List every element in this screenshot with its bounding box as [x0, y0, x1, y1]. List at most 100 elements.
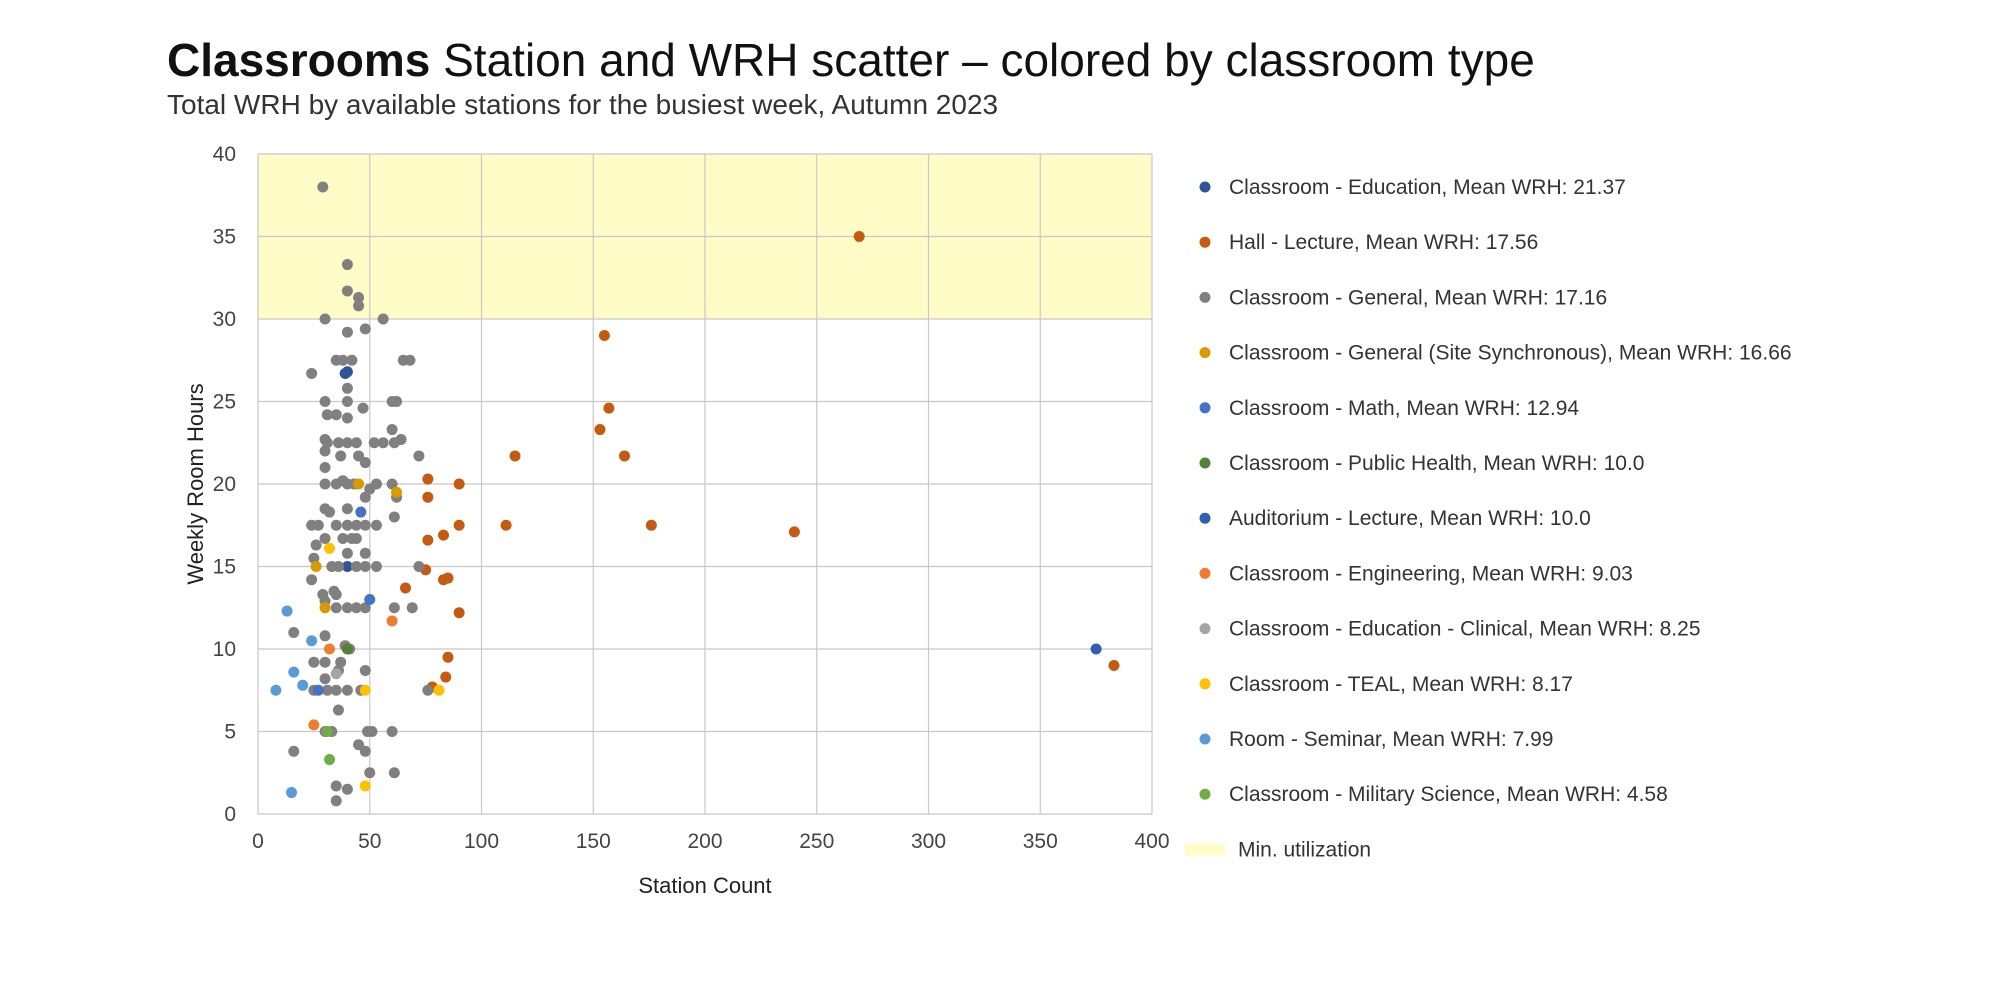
data-point [332, 704, 344, 716]
data-point [359, 457, 371, 469]
legend-marker [1199, 678, 1211, 690]
data-point [319, 532, 331, 544]
data-point [442, 572, 454, 584]
chart-subtitle: Total WRH by available stations for the … [167, 89, 999, 120]
data-point [341, 437, 353, 449]
data-point [332, 437, 344, 449]
data-point [359, 547, 371, 559]
data-point [319, 478, 331, 490]
data-point [788, 526, 800, 538]
data-point [337, 532, 349, 544]
data-point [619, 450, 631, 462]
data-point [359, 745, 371, 757]
legend-band-label: Min. utilization [1238, 838, 1371, 861]
data-point [442, 651, 454, 663]
data-point [645, 519, 657, 531]
data-point [288, 627, 300, 638]
data-point [341, 285, 353, 297]
data-point [324, 643, 336, 655]
data-point [341, 684, 353, 696]
point-layer [270, 181, 1120, 807]
legend-marker [1199, 733, 1211, 745]
data-point [377, 437, 389, 449]
data-point [306, 574, 318, 586]
legend-marker [1199, 291, 1211, 303]
legend-entry-label: Classroom - Military Science, Mean WRH: … [1229, 783, 1668, 806]
data-point [341, 783, 353, 795]
data-point [321, 684, 333, 696]
data-point [319, 313, 331, 325]
data-point [321, 409, 333, 421]
data-point [388, 602, 400, 614]
data-point [453, 478, 465, 490]
legend-marker [1199, 623, 1211, 635]
data-point [422, 534, 434, 546]
data-point [406, 602, 418, 614]
data-point [341, 412, 353, 424]
legend-marker [1199, 788, 1211, 800]
data-point [388, 437, 400, 449]
legend-entry-label: Classroom - Math, Mean WRH: 12.94 [1229, 397, 1579, 420]
data-point [330, 684, 342, 696]
data-point [319, 630, 331, 642]
data-point [353, 300, 365, 312]
y-tick-label: 0 [224, 803, 236, 826]
legend: Classroom - Education, Mean WRH: 21.37 Ha… [1185, 176, 1792, 861]
legend-marker [1199, 567, 1211, 579]
data-point [853, 231, 865, 242]
data-point [324, 542, 336, 554]
legend-entry-label: Classroom - Public Health, Mean WRH: 10.… [1229, 452, 1644, 475]
data-point [337, 354, 349, 366]
legend-entry-label: Classroom - Education - Clinical, Mean W… [1229, 618, 1701, 641]
data-point [286, 787, 298, 799]
data-point [370, 561, 382, 572]
data-point [306, 367, 318, 379]
data-point [341, 396, 353, 407]
data-point [353, 478, 365, 490]
legend-entry-label: Auditorium - Lecture, Mean WRH: 10.0 [1229, 507, 1591, 530]
data-point [335, 450, 347, 462]
data-point [324, 506, 336, 518]
y-tick-label: 40 [213, 143, 236, 166]
data-point [594, 424, 606, 436]
chart-title-rest: Station and WRH scatter – colored by cla… [430, 34, 1535, 86]
data-point [341, 326, 353, 338]
x-tick-label: 100 [464, 830, 499, 853]
data-point [341, 602, 353, 614]
legend-entry-label: Classroom - General (Site Synchronous), … [1229, 342, 1792, 365]
data-point [359, 323, 371, 335]
data-point [319, 396, 331, 407]
legend-marker [1199, 347, 1211, 359]
x-tick-label: 250 [799, 830, 834, 853]
y-tick-label: 20 [213, 473, 236, 496]
data-point [324, 754, 336, 766]
data-point [453, 519, 465, 531]
y-tick-label: 25 [213, 391, 236, 414]
y-axis-label: Weekly Room Hours [183, 383, 208, 584]
legend-marker [1199, 457, 1211, 469]
data-point [350, 561, 362, 572]
data-point [281, 605, 293, 617]
legend-entry-label: Classroom - General, Mean WRH: 17.16 [1229, 286, 1607, 309]
data-point [350, 602, 362, 614]
data-point [359, 491, 371, 503]
data-point [312, 684, 324, 696]
data-point [341, 382, 353, 394]
data-point [319, 656, 331, 668]
data-point [330, 409, 342, 421]
data-point [317, 181, 329, 193]
data-point [598, 330, 610, 341]
data-point [422, 473, 434, 485]
y-tick-label: 30 [213, 308, 236, 331]
data-point [1090, 643, 1102, 655]
data-point [364, 594, 376, 605]
legend-marker [1199, 402, 1211, 414]
x-tick-label: 50 [358, 830, 381, 853]
data-point [453, 607, 465, 619]
data-point [359, 561, 371, 572]
x-axis-label: Station Count [638, 873, 771, 898]
data-point [355, 506, 367, 518]
x-tick-label: 350 [1023, 830, 1058, 853]
legend-marker [1199, 512, 1211, 524]
